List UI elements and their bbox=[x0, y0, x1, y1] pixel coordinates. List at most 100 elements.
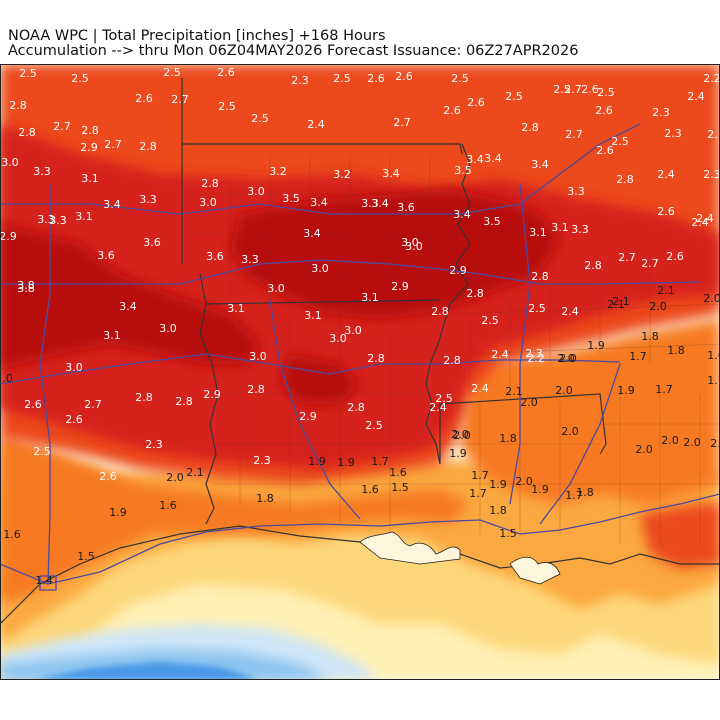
county-lines bbox=[182, 154, 720, 544]
precip-value-label: 2.0 bbox=[515, 475, 533, 488]
precip-value-label: 3.0 bbox=[267, 282, 285, 295]
precip-value-label: 1.7 bbox=[655, 383, 673, 396]
precip-value-label: 3.3 bbox=[37, 213, 55, 226]
precip-value-label: 2.1 bbox=[186, 466, 204, 479]
precip-value-label: 2.2 bbox=[703, 72, 720, 85]
precip-value-label: 1.0 bbox=[0, 372, 13, 385]
precip-value-label: 2.9 bbox=[203, 388, 221, 401]
interstate-30 bbox=[0, 259, 701, 285]
precip-value-label: 2.5 bbox=[553, 83, 571, 96]
precip-value-label: 3.3 bbox=[33, 165, 51, 178]
precip-value-label: 3.1 bbox=[551, 221, 569, 234]
precip-value-label: 2.6 bbox=[467, 96, 485, 109]
precip-value-label: 2.5 bbox=[71, 72, 89, 85]
precip-value-label: 2.5 bbox=[33, 445, 51, 458]
precip-value-label: 2.4 bbox=[691, 216, 709, 229]
title-line-1: NOAA WPC | Total Precipitation [inches] … bbox=[8, 28, 386, 44]
precip-value-label: 3.3 bbox=[49, 214, 67, 227]
precip-value-label: 2.0 bbox=[166, 471, 184, 484]
precip-value-label: 2.3 bbox=[652, 106, 670, 119]
precip-value-label: 2.5 bbox=[365, 419, 383, 432]
precip-value-label: 3.4 bbox=[310, 196, 328, 209]
precip-value-label: 2.7 bbox=[565, 128, 583, 141]
coast-detail bbox=[359, 531, 561, 585]
precip-value-label: 1.8 bbox=[499, 432, 517, 445]
precip-value-label: 1.7 bbox=[371, 455, 389, 468]
precip-value-label: 3.4 bbox=[303, 227, 321, 240]
precip-value-label: 2.0 bbox=[710, 437, 720, 450]
precip-value-label: 1.9 bbox=[587, 339, 605, 352]
interstate-40 bbox=[0, 123, 641, 215]
precip-value-label: 2.0 bbox=[683, 436, 701, 449]
precip-value-label: 1.9 bbox=[308, 455, 326, 468]
precip-labels: 2.5 2.5 2.5 2.62.3 2.5 2.6 2.6 2.52.52.7 2.62.52… bbox=[0, 66, 720, 587]
precip-value-label: 3.1 bbox=[361, 291, 379, 304]
precip-value-label: 3.1 bbox=[81, 172, 99, 185]
map-header: NOAA WPC | Total Precipitation [inches] … bbox=[8, 29, 712, 59]
precip-value-label: 3.8 bbox=[17, 282, 35, 295]
precip-value-label: 3.3 bbox=[571, 223, 589, 236]
precip-value-label: 3.0 bbox=[311, 262, 329, 275]
precip-value-label: 2.8 bbox=[81, 124, 99, 137]
precip-value-label: 2.8 bbox=[175, 395, 193, 408]
precip-value-label: 1.4 bbox=[35, 574, 53, 587]
precip-value-label: 3.2 bbox=[269, 165, 287, 178]
precip-value-label: 1.9 bbox=[337, 456, 355, 469]
precip-value-label: 2.5 bbox=[597, 86, 615, 99]
precip-value-label: 2.0 bbox=[557, 352, 575, 365]
precip-value-label: 1.6 bbox=[707, 349, 720, 362]
precip-value-label: 3.8 bbox=[17, 279, 35, 292]
louisiana-mississippi-line bbox=[439, 393, 607, 464]
precip-value-label: 2.9 bbox=[299, 410, 317, 423]
precip-value-label: 2.1 bbox=[612, 295, 630, 308]
precip-value-label: 2.2 bbox=[707, 128, 720, 141]
fill-very-high-west bbox=[0, 224, 260, 369]
precip-value-label: 2.8 bbox=[9, 99, 27, 112]
precip-value-label: 3.1 bbox=[304, 309, 322, 322]
precip-value-label: 2.8 bbox=[18, 126, 36, 139]
precip-value-label: 1.9 bbox=[449, 447, 467, 460]
precip-value-label: 2.7 bbox=[564, 83, 582, 96]
interstate-45 bbox=[39, 184, 51, 585]
precip-value-label: 2.4 bbox=[696, 212, 714, 225]
precip-value-label: 3.1 bbox=[103, 329, 121, 342]
precip-value-label: 2.5 bbox=[333, 72, 351, 85]
precip-value-label: 2.6 bbox=[666, 250, 684, 263]
precip-value-label: 2.6 bbox=[217, 66, 235, 79]
precip-value-label: 2.7 bbox=[641, 257, 659, 270]
precip-value-label: 2.0 bbox=[661, 434, 679, 447]
interstate-55 bbox=[509, 183, 531, 505]
fill-gulf-blue bbox=[30, 662, 260, 680]
precip-value-label: 2.5 bbox=[528, 302, 546, 315]
interstate-59 bbox=[539, 363, 621, 525]
precip-value-label: 2.8 bbox=[347, 401, 365, 414]
precip-value-label: 3.1 bbox=[75, 210, 93, 223]
precip-value-label: 1.7 bbox=[469, 487, 487, 500]
precip-value-label: 3.6 bbox=[143, 236, 161, 249]
missouri-arkansas-line bbox=[182, 143, 463, 155]
precipitation-map: 2.5 2.5 2.5 2.62.3 2.5 2.6 2.6 2.52.52.7 2.62.52… bbox=[0, 64, 720, 680]
precip-value-label: 1.7 bbox=[629, 350, 647, 363]
precip-value-label: 3.3 bbox=[139, 193, 157, 206]
precip-value-label: 3.5 bbox=[282, 192, 300, 205]
precip-value-label: 2.0 bbox=[555, 384, 573, 397]
fill-high-pocket bbox=[280, 354, 360, 404]
precip-value-label: 3.4 bbox=[103, 198, 121, 211]
precip-value-label: 1.8 bbox=[489, 504, 507, 517]
precip-value-label: 3.0 bbox=[1, 156, 19, 169]
precip-value-label: 2.4 bbox=[307, 118, 325, 131]
precip-value-label: 2.7 bbox=[618, 251, 636, 264]
fill-hot-se bbox=[640, 504, 720, 569]
precip-value-label: 3.0 bbox=[65, 361, 83, 374]
precip-value-label: 2.7 bbox=[53, 120, 71, 133]
precip-value-label: 3.3 bbox=[567, 185, 585, 198]
precip-value-label: 2.8 bbox=[201, 177, 219, 190]
precip-value-label: 1.6 bbox=[3, 528, 21, 541]
precip-value-label: 2.8 bbox=[584, 259, 602, 272]
interstate-49 bbox=[269, 299, 361, 520]
interstate-10 bbox=[0, 493, 720, 585]
precip-value-label: 3.4 bbox=[484, 152, 502, 165]
interstates bbox=[0, 123, 720, 585]
precip-value-label: 3.0 bbox=[199, 196, 217, 209]
precip-value-label: 2.5 bbox=[163, 66, 181, 79]
